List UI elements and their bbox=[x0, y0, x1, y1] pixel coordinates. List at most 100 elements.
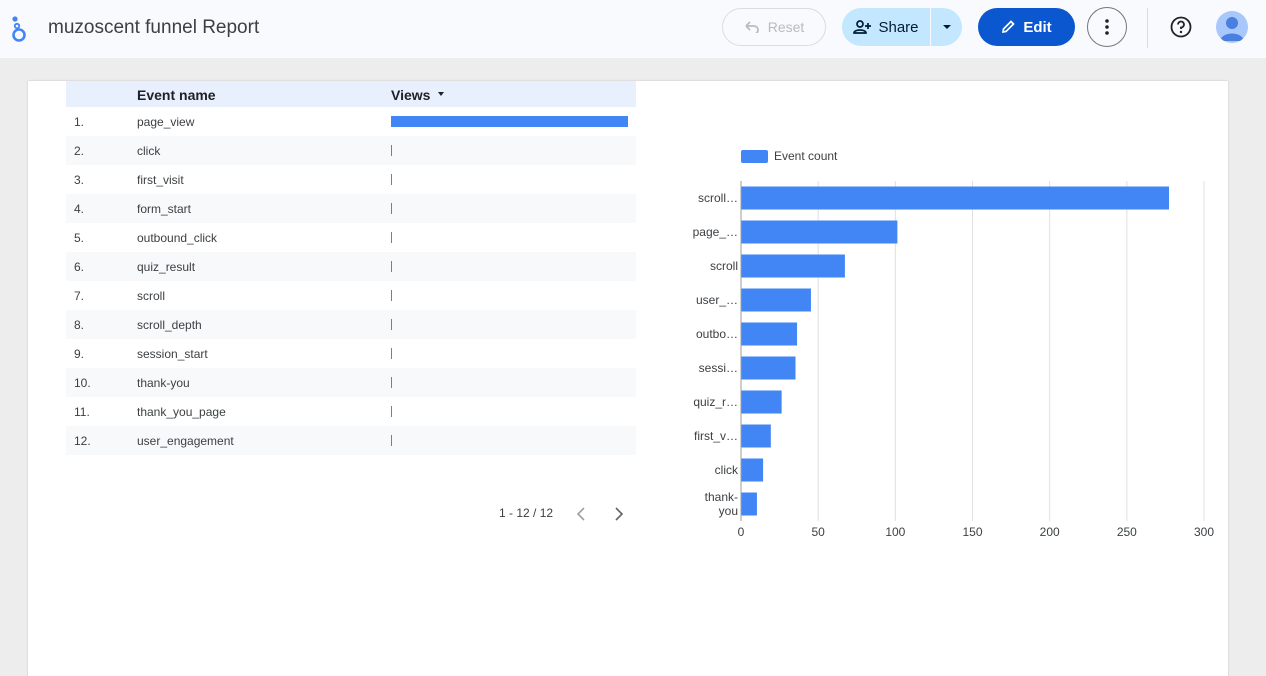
help-button[interactable] bbox=[1166, 12, 1196, 42]
bar bbox=[741, 492, 757, 516]
more-vert-icon bbox=[1105, 19, 1109, 35]
account-icon bbox=[1220, 17, 1244, 41]
x-tick-label: 100 bbox=[885, 525, 905, 539]
bar bbox=[741, 458, 764, 482]
chevron-left-icon[interactable] bbox=[574, 506, 590, 522]
row-views-bar bbox=[391, 232, 392, 243]
legend-swatch bbox=[741, 150, 768, 163]
table-row[interactable]: 7. scroll bbox=[66, 281, 636, 310]
legend-label: Event count bbox=[774, 149, 838, 163]
row-views-bar bbox=[391, 406, 392, 417]
y-tick-label: first_v… bbox=[694, 429, 738, 443]
row-event-name: outbound_click bbox=[137, 231, 218, 245]
table-row[interactable]: 4. form_start bbox=[66, 194, 636, 223]
bar-chart-svg: 0 50 100 150 200 250 300 scroll… page_…scroll use… bbox=[693, 181, 1214, 539]
row-event-name: quiz_result bbox=[137, 260, 196, 274]
account-avatar[interactable] bbox=[1216, 11, 1248, 43]
row-views-bar bbox=[391, 203, 392, 214]
row-views-bar bbox=[391, 348, 392, 359]
share-divider bbox=[930, 8, 931, 46]
row-event-name: scroll_depth bbox=[137, 318, 202, 332]
row-event-name: form_start bbox=[137, 202, 192, 216]
y-tick-label: scroll bbox=[710, 259, 738, 273]
row-index: 8. bbox=[74, 318, 85, 332]
y-tick-label: thank- bbox=[705, 490, 738, 504]
table-row[interactable]: 11. thank_you_page bbox=[66, 397, 636, 426]
toolbar-divider bbox=[1147, 8, 1148, 48]
y-tick-label: user_… bbox=[696, 293, 738, 307]
x-tick-label: 50 bbox=[811, 525, 825, 539]
row-views-bar bbox=[391, 319, 392, 330]
row-index: 9. bbox=[74, 347, 85, 361]
row-index: 5. bbox=[74, 231, 85, 245]
table-body: 1. page_view 2. click 3. first_visit 4. form_st… bbox=[66, 107, 636, 455]
y-tick-label: sessi… bbox=[699, 361, 738, 375]
top-bar: muzoscent funnel Report Reset Share Edit bbox=[0, 0, 1266, 58]
row-views-bar bbox=[391, 290, 392, 301]
y-tick-label: outbo… bbox=[696, 327, 738, 341]
table-row[interactable]: 2. click bbox=[66, 136, 636, 165]
edit-button[interactable]: Edit bbox=[978, 8, 1075, 46]
table-row[interactable]: 1. page_view bbox=[66, 107, 636, 136]
share-button[interactable]: Share bbox=[842, 8, 930, 46]
report-canvas: Event name Views 1. page_view 2. click 3. fir… bbox=[28, 81, 1228, 676]
y-tick-label: quiz_r… bbox=[693, 395, 738, 409]
y-tick-label: you bbox=[719, 504, 738, 518]
row-views-bar bbox=[391, 261, 392, 272]
row-views-bar bbox=[391, 116, 628, 127]
table-header: Event name Views bbox=[66, 81, 636, 107]
row-views-bar bbox=[391, 377, 392, 388]
x-tick-label: 200 bbox=[1040, 525, 1060, 539]
row-event-name: page_view bbox=[137, 115, 195, 129]
share-button-group: Share bbox=[842, 8, 962, 46]
sort-descending-icon[interactable] bbox=[438, 92, 444, 96]
column-header-event-name[interactable]: Event name bbox=[137, 87, 216, 103]
event-count-chart: Event count 0 50 100 150 200 250 300 scroll… pag… bbox=[668, 141, 1228, 561]
y-tick-label: page_… bbox=[693, 225, 738, 239]
share-label: Share bbox=[878, 18, 919, 36]
column-header-views[interactable]: Views bbox=[391, 87, 431, 103]
y-tick-label: click bbox=[715, 463, 739, 477]
pencil-icon bbox=[1002, 20, 1016, 34]
chevron-right-icon[interactable] bbox=[610, 506, 626, 522]
undo-icon bbox=[745, 21, 759, 33]
looker-studio-logo-icon[interactable] bbox=[10, 15, 30, 43]
share-dropdown-button[interactable] bbox=[931, 8, 962, 46]
x-tick-label: 300 bbox=[1194, 525, 1214, 539]
report-title[interactable]: muzoscent funnel Report bbox=[48, 17, 260, 38]
table-row[interactable]: 8. scroll_depth bbox=[66, 310, 636, 339]
table-row[interactable]: 9. session_start bbox=[66, 339, 636, 368]
bar bbox=[741, 254, 845, 278]
row-event-name: thank-you bbox=[137, 376, 190, 390]
caret-down-icon bbox=[942, 25, 951, 29]
table-row[interactable]: 12. user_engagement bbox=[66, 426, 636, 455]
table-row[interactable]: 10. thank-you bbox=[66, 368, 636, 397]
x-tick-label: 0 bbox=[738, 525, 745, 539]
row-index: 11. bbox=[74, 405, 90, 419]
events-table: Event name Views 1. page_view 2. click 3. fir… bbox=[66, 81, 636, 455]
reset-button[interactable]: Reset bbox=[722, 8, 826, 46]
bar bbox=[741, 356, 796, 380]
table-row[interactable]: 3. first_visit bbox=[66, 165, 636, 194]
row-index: 7. bbox=[74, 289, 85, 303]
bar bbox=[741, 424, 771, 448]
row-index: 10. bbox=[74, 376, 91, 390]
more-options-button[interactable] bbox=[1087, 7, 1127, 47]
row-index: 1. bbox=[74, 115, 85, 129]
y-tick-label: scroll… bbox=[698, 191, 738, 205]
row-views-bar bbox=[391, 145, 392, 156]
bar bbox=[741, 390, 782, 414]
row-views-bar bbox=[391, 435, 392, 446]
bar bbox=[741, 322, 798, 346]
row-views-bar bbox=[391, 174, 392, 185]
table-row[interactable]: 6. quiz_result bbox=[66, 252, 636, 281]
row-index: 6. bbox=[74, 260, 85, 274]
row-event-name: thank_you_page bbox=[137, 405, 226, 419]
x-tick-label: 150 bbox=[962, 525, 982, 539]
row-event-name: scroll bbox=[137, 289, 166, 303]
edit-label: Edit bbox=[1023, 18, 1052, 36]
table-row[interactable]: 5. outbound_click bbox=[66, 223, 636, 252]
help-icon bbox=[1170, 16, 1192, 38]
row-index: 4. bbox=[74, 202, 85, 216]
reset-label: Reset bbox=[767, 19, 805, 35]
